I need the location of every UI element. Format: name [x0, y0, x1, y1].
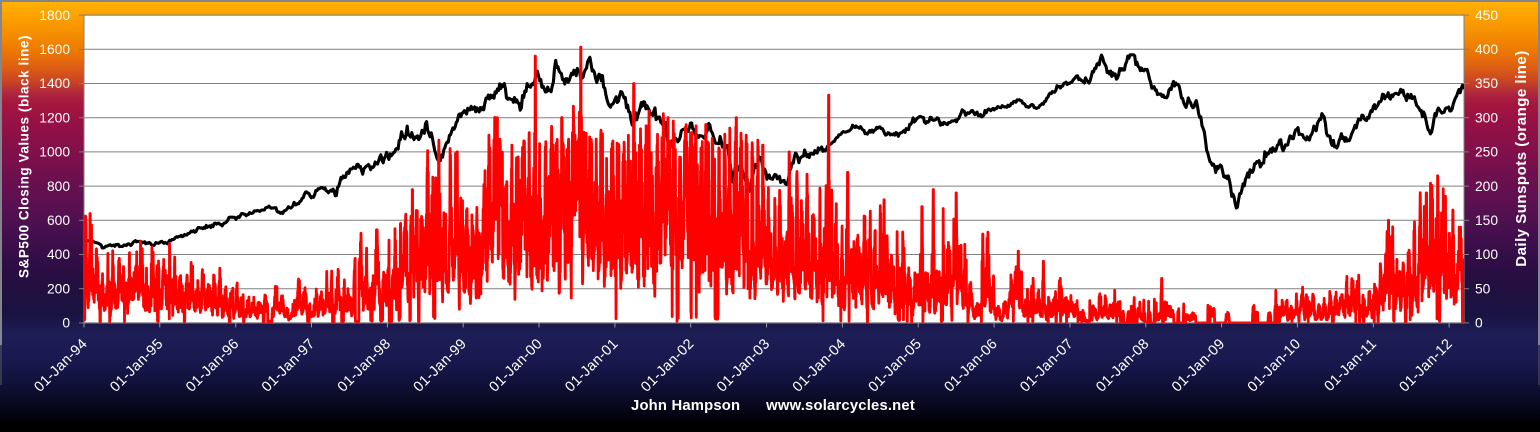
svg-text:01-Jan-06: 01-Jan-06 [942, 336, 1001, 395]
svg-text:01-Jan-12: 01-Jan-12 [1397, 336, 1456, 395]
svg-text:01-Jan-96: 01-Jan-96 [183, 336, 242, 395]
svg-text:200: 200 [1475, 179, 1498, 194]
svg-text:01-Jan-00: 01-Jan-00 [486, 336, 545, 395]
svg-text:100: 100 [1475, 247, 1498, 262]
svg-text:600: 600 [47, 213, 70, 228]
svg-text:1200: 1200 [39, 110, 70, 125]
svg-text:01-Jan-04: 01-Jan-04 [790, 336, 849, 395]
svg-text:01-Jan-10: 01-Jan-10 [1245, 336, 1304, 395]
svg-text:01-Jan-09: 01-Jan-09 [1169, 336, 1228, 395]
svg-text:John Hampson www.solarcyc: John Hampson www.solarcycles.net [631, 398, 915, 414]
svg-text:400: 400 [47, 247, 70, 262]
svg-text:350: 350 [1475, 76, 1498, 91]
svg-text:300: 300 [1475, 110, 1498, 125]
svg-text:0: 0 [1475, 316, 1483, 331]
svg-text:250: 250 [1475, 145, 1498, 160]
svg-text:1000: 1000 [39, 145, 70, 160]
svg-text:01-Jan-99: 01-Jan-99 [411, 336, 470, 395]
svg-text:01-Jan-05: 01-Jan-05 [866, 336, 925, 395]
svg-text:150: 150 [1475, 213, 1498, 228]
svg-text:01-Jan-97: 01-Jan-97 [259, 336, 318, 395]
svg-text:1800: 1800 [39, 8, 70, 23]
svg-text:01-Jan-07: 01-Jan-07 [1017, 336, 1076, 395]
svg-text:200: 200 [47, 281, 70, 296]
svg-text:450: 450 [1475, 8, 1498, 23]
svg-text:400: 400 [1475, 42, 1498, 57]
svg-text:01-Jan-95: 01-Jan-95 [107, 336, 166, 395]
svg-text:01-Jan-11: 01-Jan-11 [1321, 336, 1380, 395]
svg-text:S&P500 Closing Values (blac: S&P500 Closing Values (black line) [17, 35, 32, 278]
svg-text:01-Jan-02: 01-Jan-02 [638, 336, 697, 395]
svg-text:800: 800 [47, 179, 70, 194]
svg-text:01-Jan-98: 01-Jan-98 [335, 336, 394, 395]
svg-text:1400: 1400 [39, 76, 70, 91]
svg-text:0: 0 [62, 316, 70, 331]
svg-text:Daily Sunspots (orange line): Daily Sunspots (orange line) [1513, 50, 1530, 267]
svg-text:01-Jan-94: 01-Jan-94 [31, 336, 90, 395]
svg-text:01-Jan-01: 01-Jan-01 [562, 336, 621, 395]
svg-text:01-Jan-03: 01-Jan-03 [714, 336, 773, 395]
svg-text:01-Jan-08: 01-Jan-08 [1093, 336, 1152, 395]
svg-text:1600: 1600 [39, 42, 70, 57]
svg-text:50: 50 [1475, 281, 1491, 296]
